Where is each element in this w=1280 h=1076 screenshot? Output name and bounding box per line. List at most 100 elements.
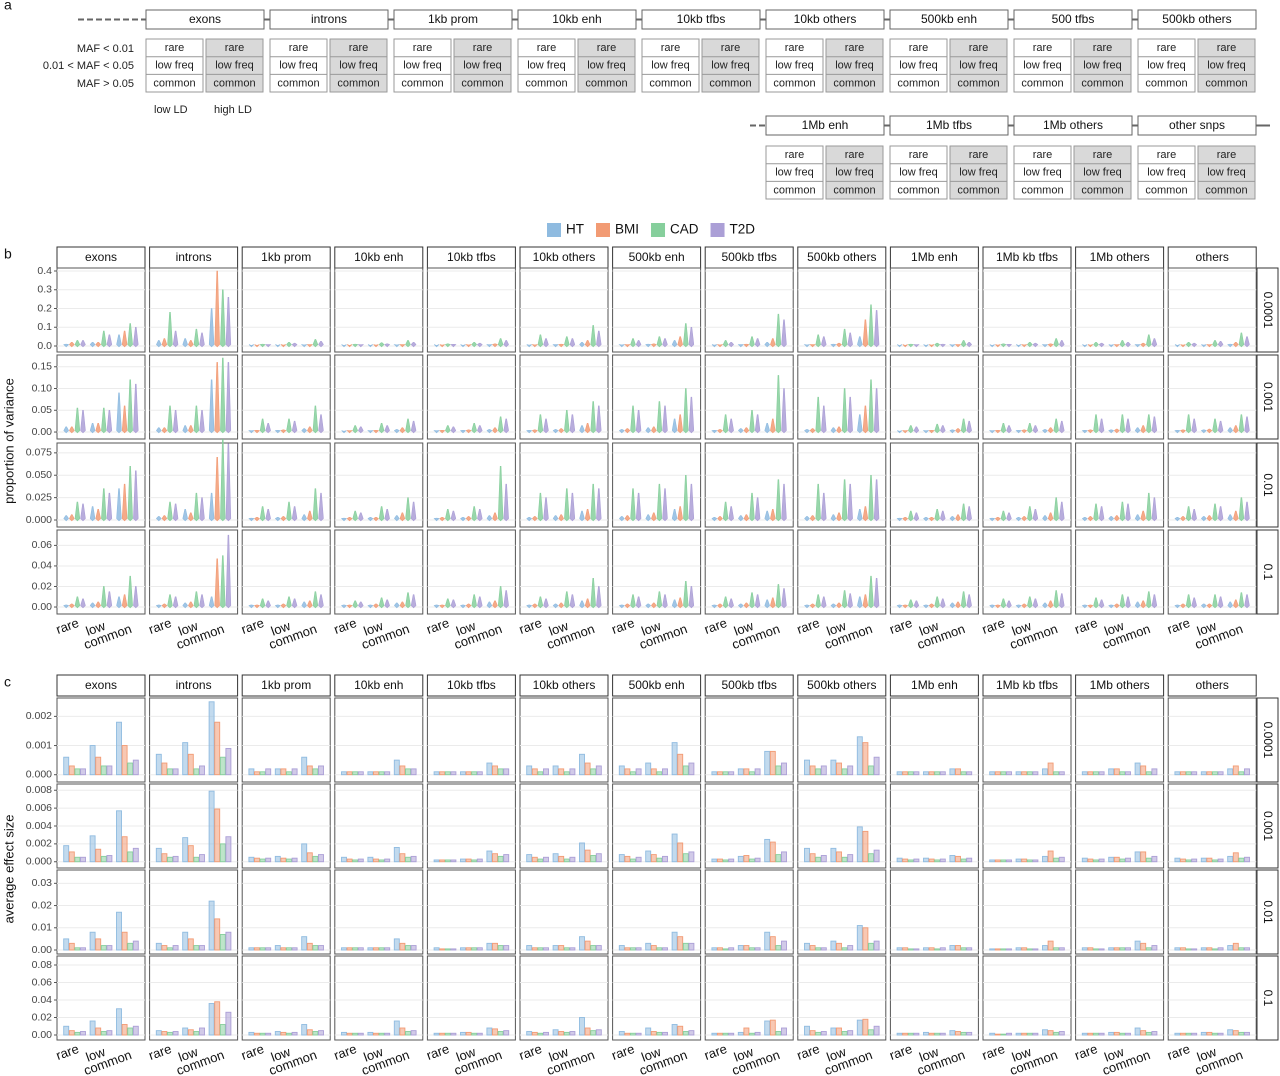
violin	[1053, 338, 1059, 348]
x-tick-label: rare	[424, 615, 451, 637]
freq-label: rare	[785, 149, 805, 161]
bar	[764, 838, 771, 863]
bar	[682, 942, 689, 951]
violin	[1042, 602, 1048, 609]
bar	[341, 856, 347, 863]
freq-grid	[1073, 145, 1132, 200]
violin	[711, 604, 718, 609]
bar	[913, 948, 920, 951]
freq-label: rare	[413, 42, 433, 54]
bar	[1081, 857, 1088, 863]
freq-label: low freq	[1083, 60, 1122, 72]
violin	[531, 516, 538, 522]
bar	[1108, 856, 1115, 863]
bar	[873, 1025, 880, 1036]
freq-label: common	[153, 77, 195, 89]
freq-grid	[765, 145, 824, 200]
facet-header	[704, 674, 794, 697]
violin	[1212, 503, 1218, 522]
bar	[172, 1031, 179, 1036]
bar	[1087, 1032, 1094, 1036]
freq-grid	[641, 38, 700, 93]
bar	[80, 1031, 86, 1036]
freq-grid	[1073, 38, 1132, 93]
violin	[155, 516, 162, 522]
bar	[116, 721, 122, 776]
strip-label: 0.0001	[1261, 292, 1275, 329]
bar	[132, 847, 139, 863]
freq-label: low freq	[775, 167, 814, 179]
bar	[393, 846, 400, 863]
violin	[133, 586, 139, 609]
maf-label: MAF < 0.01	[77, 43, 134, 55]
bar	[306, 852, 313, 863]
facet-label: 10kb tfbs	[447, 250, 496, 264]
bar	[862, 927, 869, 951]
violin	[662, 338, 668, 348]
bar	[384, 947, 391, 951]
bar	[939, 771, 946, 776]
violin	[318, 492, 324, 522]
violin	[558, 428, 565, 434]
bar	[781, 762, 787, 776]
violin	[106, 591, 113, 609]
violin	[286, 418, 292, 434]
bar	[378, 859, 385, 863]
violin	[127, 323, 133, 348]
bar	[624, 947, 631, 951]
bar	[531, 1031, 538, 1036]
violin	[133, 383, 139, 434]
bar	[830, 1027, 837, 1036]
violin	[722, 340, 729, 348]
annotation-box	[269, 9, 389, 30]
violin	[677, 336, 683, 348]
violin	[188, 601, 194, 609]
bar	[132, 940, 139, 951]
violin	[738, 515, 744, 522]
bar	[543, 947, 549, 951]
bar	[312, 1031, 319, 1036]
violin	[459, 429, 467, 434]
violin	[161, 603, 168, 609]
violin	[1185, 594, 1192, 609]
violin	[569, 338, 576, 348]
freq-grid	[517, 38, 576, 93]
violin	[127, 379, 133, 434]
bar	[896, 1032, 903, 1036]
x-tick-label: rare	[54, 1041, 81, 1063]
bar	[106, 1030, 113, 1036]
violin	[410, 341, 417, 348]
violin	[558, 343, 565, 348]
violin	[254, 344, 260, 348]
bar	[357, 858, 364, 863]
annotation-label: 500 tfbs	[1052, 12, 1095, 26]
violin	[74, 596, 81, 609]
bar	[781, 851, 787, 863]
bar	[764, 931, 771, 951]
bar	[650, 945, 657, 951]
violin	[940, 425, 946, 434]
bar	[645, 1027, 652, 1036]
violin	[688, 326, 695, 348]
violin	[439, 517, 446, 522]
legend-swatch	[547, 223, 561, 237]
violin	[225, 443, 232, 522]
violin	[367, 430, 374, 434]
violin	[596, 405, 602, 434]
bar	[558, 855, 565, 863]
violin	[624, 603, 631, 609]
violin	[737, 344, 744, 348]
bar	[378, 947, 385, 951]
bar	[815, 768, 822, 776]
violin	[1244, 336, 1250, 348]
bar	[722, 1032, 729, 1036]
bar	[460, 858, 466, 863]
bar	[1145, 947, 1152, 951]
bar	[399, 853, 406, 863]
violin	[1087, 344, 1094, 348]
freq-label: low freq	[835, 167, 874, 179]
violin	[89, 602, 96, 609]
bar	[966, 857, 973, 863]
bar	[1047, 1030, 1054, 1036]
bar	[682, 1031, 689, 1036]
